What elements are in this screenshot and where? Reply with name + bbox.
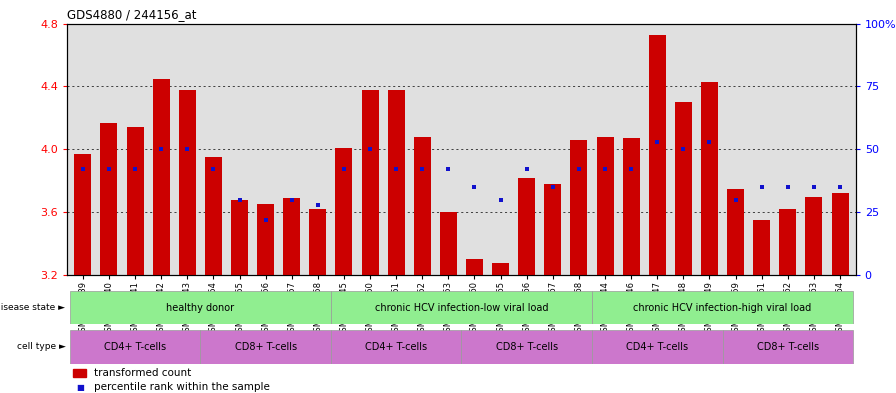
Text: healthy donor: healthy donor: [167, 303, 235, 312]
Bar: [152, 79, 169, 275]
Text: CD4+ T-cells: CD4+ T-cells: [626, 342, 688, 352]
Bar: [100, 123, 117, 275]
Bar: [335, 148, 352, 275]
Text: chronic HCV infection-high viral load: chronic HCV infection-high viral load: [633, 303, 812, 312]
Bar: [806, 196, 823, 275]
Text: CD8+ T-cells: CD8+ T-cells: [757, 342, 819, 352]
Bar: [257, 204, 274, 275]
Bar: [727, 189, 744, 275]
Text: chronic HCV infection-low viral load: chronic HCV infection-low viral load: [375, 303, 548, 312]
Text: cell type ►: cell type ►: [16, 342, 65, 351]
Bar: [283, 198, 300, 275]
Bar: [492, 263, 509, 275]
Bar: [440, 212, 457, 275]
Bar: [70, 330, 201, 364]
Bar: [231, 200, 248, 275]
Text: CD4+ T-cells: CD4+ T-cells: [104, 342, 166, 352]
Bar: [362, 90, 378, 275]
Bar: [179, 90, 196, 275]
Bar: [592, 330, 722, 364]
Text: CD4+ T-cells: CD4+ T-cells: [365, 342, 427, 352]
Bar: [754, 220, 771, 275]
Bar: [675, 102, 692, 275]
Bar: [74, 154, 91, 275]
Bar: [414, 137, 431, 275]
Bar: [461, 330, 592, 364]
Bar: [331, 330, 461, 364]
Text: CD8+ T-cells: CD8+ T-cells: [235, 342, 297, 352]
Bar: [571, 140, 588, 275]
Bar: [466, 259, 483, 275]
Text: transformed count: transformed count: [94, 368, 192, 378]
Bar: [205, 157, 222, 275]
Bar: [201, 330, 331, 364]
Bar: [545, 184, 561, 275]
Text: ■: ■: [77, 383, 84, 391]
Bar: [649, 35, 666, 275]
Text: disease state ►: disease state ►: [0, 303, 65, 312]
Bar: [388, 90, 405, 275]
Bar: [518, 178, 535, 275]
Bar: [722, 330, 853, 364]
Bar: [70, 291, 331, 324]
Text: GDS4880 / 244156_at: GDS4880 / 244156_at: [67, 8, 197, 21]
Bar: [623, 138, 640, 275]
Text: CD8+ T-cells: CD8+ T-cells: [495, 342, 558, 352]
Bar: [597, 137, 614, 275]
Bar: [126, 127, 143, 275]
Text: percentile rank within the sample: percentile rank within the sample: [94, 382, 270, 392]
Bar: [331, 291, 592, 324]
Bar: [831, 193, 849, 275]
Bar: [701, 82, 718, 275]
Bar: [309, 209, 326, 275]
Bar: [592, 291, 853, 324]
Bar: [780, 209, 797, 275]
